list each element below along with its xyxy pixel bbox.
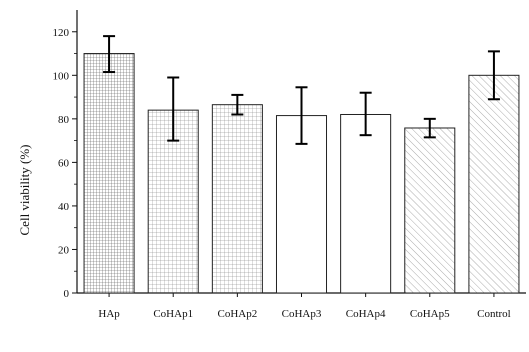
x-tick-label: CoHAp5 (410, 308, 450, 320)
y-tick-label: 80 (58, 114, 70, 126)
bars (83, 35, 520, 294)
bar (468, 74, 520, 294)
bar (340, 113, 392, 294)
x-tick-label: CoHAp4 (346, 308, 386, 320)
x-tick-label: CoHAp2 (217, 308, 257, 320)
y-tick-label: 0 (64, 288, 70, 300)
x-tick-label: HAp (98, 308, 120, 320)
y-tick-label: 40 (58, 201, 70, 213)
y-tick-label: 60 (58, 157, 70, 169)
bar (211, 104, 263, 294)
x-tick-label: CoHAp1 (153, 308, 193, 320)
y-tick-label: 20 (58, 244, 70, 256)
y-axis-title: Cell viability (%) (17, 145, 32, 236)
x-tick-label: Control (477, 308, 511, 320)
x-tick-label: CoHAp3 (282, 308, 322, 320)
y-tick-label: 120 (53, 27, 70, 39)
y-tick-label: 100 (53, 70, 70, 82)
axes: 0 20 40 60 80 100 120 HAp CoHAp1 CoHAp2 CoHAp3 CoHA… (53, 10, 526, 320)
bar (404, 127, 456, 294)
bar (83, 53, 135, 294)
bar (275, 115, 328, 294)
